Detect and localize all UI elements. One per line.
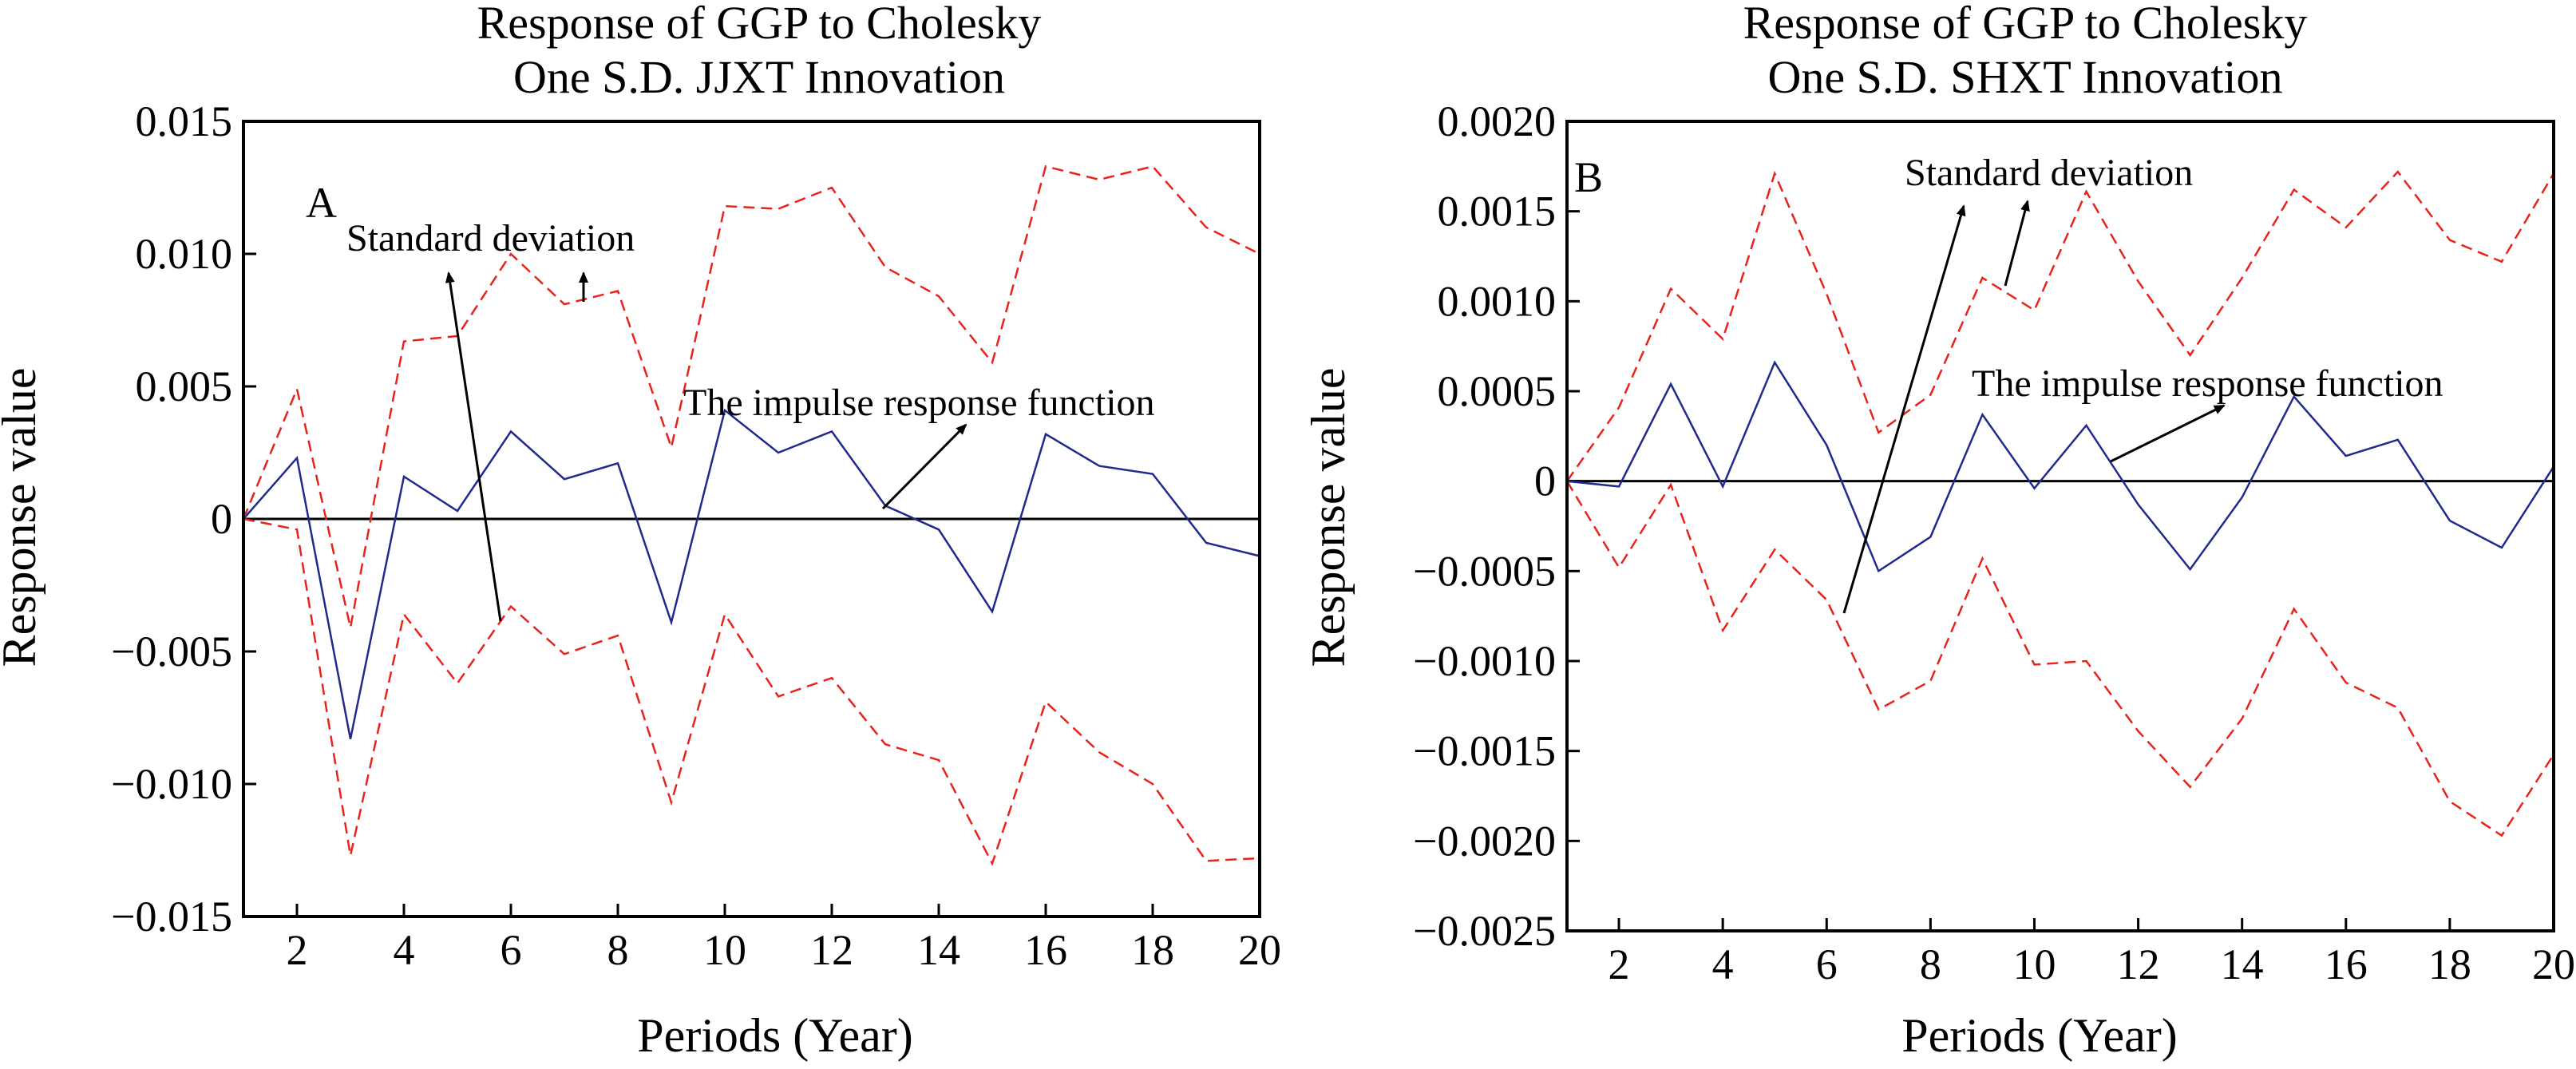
x-tick-label: 4 — [394, 926, 415, 974]
plot-frame — [1565, 120, 2555, 932]
tick-layer: 0.015 0.010 0.005 0 −0.005 −0.010 −0.015 2 4 6 8 10… — [111, 97, 1281, 974]
y-tick-label: −0.0025 — [1413, 907, 1556, 955]
chart-panel-a: Response of GGP to Cholesky One S.D. JJX… — [0, 0, 1281, 1062]
annotation-layer: Standard deviation The impulse response … — [346, 217, 1155, 622]
x-axis-label: Periods (Year) — [637, 1009, 913, 1062]
x-tick-label: 14 — [2221, 940, 2264, 988]
chart-title-line-2: One S.D. JJXT Innovation — [513, 51, 1005, 103]
y-tick-label: −0.0015 — [1413, 727, 1556, 775]
y-axis-label: Response value — [0, 368, 46, 667]
y-tick-label: 0.0005 — [1438, 367, 1557, 415]
y-tick-label: −0.015 — [111, 893, 232, 940]
x-tick-label: 10 — [2012, 940, 2056, 988]
y-tick-label: −0.010 — [111, 760, 232, 808]
annotation-arrow-irf — [881, 423, 967, 510]
x-tick-label: 2 — [287, 926, 308, 974]
annotation-impulse-response: The impulse response function — [683, 382, 1155, 424]
chart-title-line-1: Response of GGP to Cholesky — [477, 0, 1042, 49]
x-tick-label: 8 — [607, 926, 629, 974]
annotation-arrow-std-lower — [1842, 204, 1966, 614]
x-tick-label: 12 — [810, 926, 853, 974]
y-tick-label: −0.0005 — [1413, 547, 1556, 595]
x-tick-label: 20 — [1238, 926, 1281, 974]
y-tick-label: 0 — [211, 495, 232, 543]
chart-title-line-1: Response of GGP to Cholesky — [1743, 0, 2308, 49]
x-tick-label: 6 — [501, 926, 522, 974]
x-tick-label: 8 — [1920, 940, 1941, 988]
x-tick-label: 18 — [2428, 940, 2471, 988]
x-tick-label: 16 — [1024, 926, 1067, 974]
annotation-arrow-irf — [2110, 404, 2226, 463]
lower-confidence-band-line — [243, 517, 1260, 866]
upper-confidence-band-line — [242, 164, 1260, 628]
tick-layer: 0.0020 0.0015 0.0010 0.0005 0 −0.0005 −0.0010 −… — [1413, 97, 2575, 988]
annotation-arrow-std-lower — [445, 271, 502, 622]
chart-panel-b: Response of GGP to Cholesky One S.D. SHX… — [1302, 0, 2575, 1062]
annotation-layer: Standard deviation The impulse response … — [1842, 152, 2443, 614]
plot-layer — [1565, 170, 2555, 837]
x-tick-label: 10 — [703, 926, 746, 974]
x-tick-label: 16 — [2325, 940, 2368, 988]
y-tick-label: −0.0020 — [1413, 817, 1556, 865]
annotation-arrow-std-upper — [2004, 200, 2030, 287]
y-tick-label: −0.0010 — [1413, 637, 1556, 685]
panel-label: B — [1574, 153, 1603, 201]
x-axis-label: Periods (Year) — [1901, 1009, 2178, 1062]
y-tick-label: 0.0015 — [1438, 188, 1557, 236]
y-tick-label: −0.005 — [111, 628, 232, 675]
upper-confidence-band-line — [1565, 170, 2555, 482]
y-tick-label: 0.015 — [136, 97, 233, 145]
panel-label: A — [306, 179, 337, 227]
y-tick-label: 0.0020 — [1438, 97, 1557, 145]
annotation-standard-deviation: Standard deviation — [346, 217, 635, 259]
x-tick-label: 18 — [1131, 926, 1174, 974]
x-tick-label: 4 — [1712, 940, 1734, 988]
y-tick-label: 0 — [1534, 457, 1556, 505]
y-tick-label: 0.010 — [136, 230, 233, 278]
impulse-response-line — [1566, 360, 2555, 573]
annotation-standard-deviation: Standard deviation — [1905, 152, 2193, 194]
y-tick-label: 0.005 — [136, 362, 233, 410]
plot-layer — [242, 164, 1260, 866]
plot-frame — [242, 120, 1261, 918]
y-tick-label: 0.0010 — [1438, 277, 1557, 325]
x-tick-label: 2 — [1609, 940, 1630, 988]
chart-title-line-2: One S.D. SHXT Innovation — [1768, 51, 2283, 103]
x-tick-label: 12 — [2117, 940, 2160, 988]
x-tick-label: 20 — [2532, 940, 2575, 988]
x-tick-label: 14 — [917, 926, 960, 974]
x-tick-label: 6 — [1816, 940, 1838, 988]
lower-confidence-band-line — [1565, 481, 2555, 837]
impulse-response-line — [243, 408, 1260, 739]
y-axis-label: Response value — [1302, 368, 1355, 667]
annotation-impulse-response: The impulse response function — [1972, 362, 2443, 405]
